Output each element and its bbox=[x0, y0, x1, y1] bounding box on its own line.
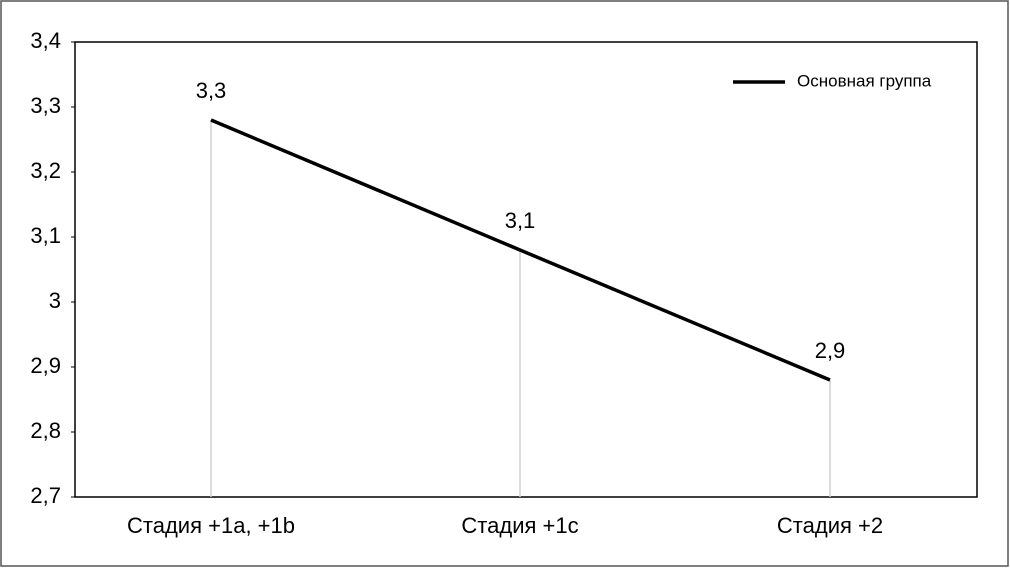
value-label: 3,1 bbox=[505, 208, 536, 233]
value-label: 3,3 bbox=[196, 78, 227, 103]
x-tick-label: Стадия +1c bbox=[461, 513, 578, 538]
data-line bbox=[210, 118, 831, 382]
plot-area bbox=[74, 41, 978, 498]
y-tick-label: 3,4 bbox=[30, 28, 61, 53]
y-tick-label: 2,7 bbox=[30, 483, 61, 508]
x-tick-label: Стадия +2 bbox=[777, 513, 883, 538]
legend-label: Основная группа bbox=[797, 71, 932, 90]
y-tick-label: 3 bbox=[49, 288, 61, 313]
y-tick-label: 2,9 bbox=[30, 353, 61, 378]
value-label: 2,9 bbox=[815, 338, 846, 363]
x-tick-label: Стадия +1a, +1b bbox=[127, 513, 295, 538]
y-tick-label: 3,2 bbox=[30, 158, 61, 183]
y-tick-label: 3,3 bbox=[30, 93, 61, 118]
y-tick-label: 2,8 bbox=[30, 418, 61, 443]
y-tick-label: 3,1 bbox=[30, 223, 61, 248]
